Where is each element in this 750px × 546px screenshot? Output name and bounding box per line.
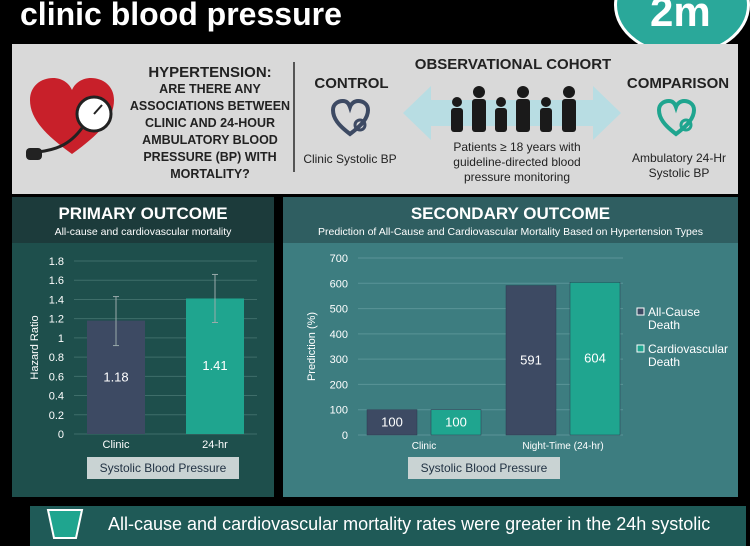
y-tick-label: 300 — [330, 354, 348, 366]
legend-label: Death — [648, 355, 680, 369]
y-tick-label: 700 — [330, 253, 348, 265]
bar — [430, 409, 482, 436]
bar — [505, 285, 557, 436]
secondary-panel-header — [283, 197, 738, 243]
intro-divider — [293, 62, 295, 172]
y-tick-label: 0.8 — [49, 352, 64, 364]
y-tick-label: 400 — [330, 329, 348, 341]
bar — [569, 282, 621, 436]
comparison-title: COMPARISON — [626, 75, 730, 92]
primary-outcome-chart: 0 0.2 0.4 0.6 0.8 1 1.2 1.4 1.6 1.8 Hazard Ratio 1.… — [29, 256, 257, 479]
legend-swatch — [636, 307, 645, 316]
heart-stethoscope-icon — [656, 98, 697, 137]
primary-subtitle: All-cause and cardiovascular mortality — [54, 226, 232, 238]
bar-value-label: 1.18 — [103, 369, 128, 384]
y-tick-label: 600 — [330, 278, 348, 290]
x-axis-label-box — [408, 457, 560, 479]
secondary-outcome-chart: 0 100 200 300 400 500 600 700 Prediction (%) 100 1… — [306, 253, 728, 479]
y-tick-label: 1.8 — [49, 256, 64, 268]
bar-value-label: 100 — [445, 414, 467, 429]
secondary-title: SECONDARY OUTCOME — [410, 204, 611, 223]
y-tick-label: 0 — [342, 430, 348, 442]
cohort-desc: Patients ≥ 18 years with guideline-direc… — [453, 140, 581, 184]
control-desc: Clinic Systolic BP — [303, 152, 397, 166]
secondary-subtitle: Prediction of All-Cause and Cardiovascul… — [317, 226, 703, 238]
hypertension-question: HYPERTENSION: ARE THERE ANY ASSOCIATIONS… — [125, 64, 295, 183]
x-tick-label: Clinic — [412, 441, 436, 452]
y-tick-label: 500 — [330, 304, 348, 316]
y-tick-label: 1.2 — [49, 314, 64, 326]
bar-value-label: 604 — [584, 351, 606, 366]
x-tick-label: Night-Time (24-hr) — [522, 441, 603, 452]
bar-value-label: 100 — [381, 414, 403, 429]
logo-text: 2m — [650, 0, 711, 35]
comparison-desc: Ambulatory 24-Hr Systolic BP — [631, 151, 727, 180]
bar — [366, 409, 418, 436]
x-axis-label-box — [87, 457, 239, 479]
heart-stethoscope-icon — [330, 98, 371, 137]
conclusion-text: All-cause and cardiovascular mortality r… — [108, 514, 711, 534]
x-axis-label: Systolic Blood Pressure — [421, 461, 548, 475]
legend-label: Death — [648, 318, 680, 332]
cohort-title: OBSERVATIONAL COHORT — [414, 56, 612, 73]
y-tick-label: 200 — [330, 379, 348, 391]
primary-title: PRIMARY OUTCOME — [58, 204, 228, 223]
question-body: ARE THERE ANY ASSOCIATIONS BETWEEN CLINI… — [129, 82, 291, 181]
y-tick-label: 0.4 — [49, 391, 64, 403]
bar-value-label: 1.41 — [202, 358, 227, 373]
question-heading: HYPERTENSION: — [148, 64, 272, 81]
legend-label: Cardiovascular — [648, 342, 728, 356]
control-title: CONTROL — [314, 75, 389, 92]
x-axis-label: Systolic Blood Pressure — [100, 461, 227, 475]
y-axis-label: Hazard Ratio — [29, 315, 41, 379]
y-tick-label: 0.6 — [49, 371, 64, 383]
y-tick-label: 0 — [58, 429, 64, 441]
conclusion-icon — [46, 509, 84, 539]
y-tick-label: 0.2 — [49, 410, 64, 422]
y-tick-label: 1.6 — [49, 275, 64, 287]
legend-swatch — [636, 344, 645, 353]
y-tick-label: 100 — [330, 405, 348, 417]
heart-bp-gauge-icon — [26, 78, 114, 160]
y-axis-label: Prediction (%) — [306, 312, 318, 381]
y-tick-label: 1 — [58, 333, 64, 345]
legend-label: All-Cause — [648, 305, 700, 319]
primary-panel-header — [12, 197, 274, 243]
x-tick-label: Clinic — [103, 439, 130, 451]
cohort-people-icon — [403, 86, 621, 140]
y-tick-label: 1.4 — [49, 294, 64, 306]
x-tick-label: 24-hr — [202, 439, 228, 451]
bar-value-label: 591 — [520, 352, 542, 367]
intro-panel — [12, 44, 738, 194]
page-title: clinic blood pressure — [20, 0, 342, 32]
